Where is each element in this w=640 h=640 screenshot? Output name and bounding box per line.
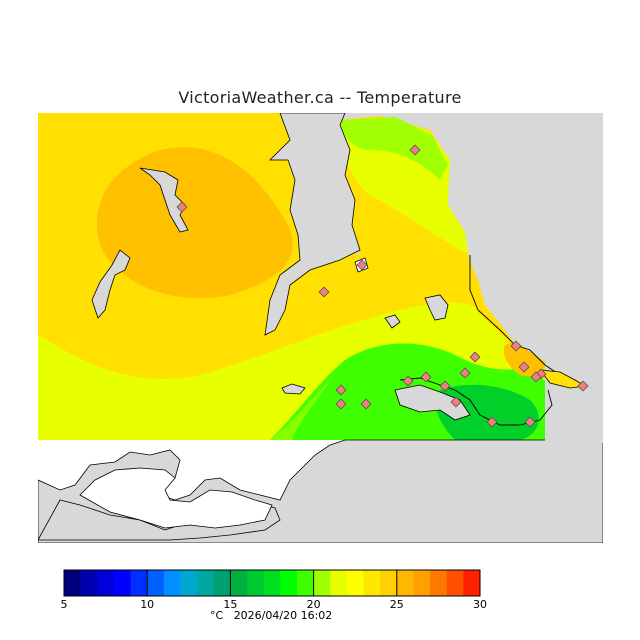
legend-swatch: [130, 570, 148, 596]
station-marker[interactable]: [518, 361, 530, 373]
legend-swatch: [430, 570, 448, 596]
coastline-south: [399, 377, 553, 426]
legend-tick-label: 15: [223, 598, 237, 611]
legend-swatch: [180, 570, 198, 596]
land-south-fill: [79, 467, 273, 529]
legend-swatch: [280, 570, 298, 596]
legend-swatch: [97, 570, 115, 596]
station-marker[interactable]: [318, 286, 330, 298]
islet-2: [384, 314, 401, 329]
harbour-islands: [394, 384, 471, 421]
legend-swatch: [363, 570, 381, 596]
legend-tick-label: 30: [473, 598, 487, 611]
map-title: VictoriaWeather.ca -- Temperature: [178, 88, 462, 107]
unit-label: °C: [210, 609, 224, 622]
weather-stations: [176, 144, 589, 428]
legend-ticks: 5 10 15 20 25 30: [61, 570, 487, 611]
station-marker[interactable]: [450, 396, 462, 408]
legend-swatch: [446, 570, 464, 596]
station-marker[interactable]: [402, 375, 414, 387]
legend-caption: °C 2026/04/20 16:02: [210, 609, 332, 622]
station-marker[interactable]: [409, 144, 421, 156]
station-marker[interactable]: [577, 380, 589, 392]
timestamp-label: 2026/04/20 16:02: [233, 609, 333, 622]
lake-west: [91, 249, 131, 319]
legend-swatch: [263, 570, 281, 596]
legend-tick-label: 20: [307, 598, 321, 611]
lake-island: [139, 167, 189, 233]
station-marker[interactable]: [486, 416, 498, 428]
legend-swatch: [247, 570, 265, 596]
station-marker[interactable]: [176, 201, 188, 213]
station-marker[interactable]: [439, 380, 451, 392]
islet-1: [424, 294, 449, 321]
legend-swatch: [380, 570, 398, 596]
station-marker[interactable]: [335, 384, 347, 396]
temp-zone-east-shore: [470, 262, 515, 345]
legend-swatch: [230, 570, 248, 596]
station-marker[interactable]: [420, 371, 432, 383]
station-marker[interactable]: [469, 351, 481, 363]
legend-swatch: [396, 570, 414, 596]
legend-tick-label: 10: [140, 598, 154, 611]
station-marker[interactable]: [510, 340, 522, 352]
legend-swatch: [113, 570, 132, 596]
temp-zone-orange: [96, 147, 293, 299]
station-marker[interactable]: [360, 398, 372, 410]
legend-swatch: [413, 570, 431, 596]
islet-3: [281, 383, 306, 395]
legend-swatch: [346, 570, 365, 596]
inlet-water: [264, 113, 361, 336]
legend-tick-label: 5: [61, 598, 68, 611]
legend-swatch: [80, 570, 98, 596]
legend-swatch: [163, 570, 181, 596]
station-marker[interactable]: [530, 371, 542, 383]
legend-swatch: [330, 570, 348, 596]
temp-zone-north-green: [340, 117, 448, 180]
station-marker[interactable]: [335, 398, 347, 410]
land-east-edge: [432, 113, 603, 390]
legend-swatch: [313, 570, 331, 596]
legend-color-bar: [64, 570, 481, 596]
legend-swatch: [213, 570, 231, 596]
station-marker[interactable]: [524, 416, 536, 428]
legend-tick-label: 25: [390, 598, 404, 611]
station-marker[interactable]: [459, 367, 471, 379]
temp-zone-darkgreen: [435, 384, 539, 440]
legend-swatch: [147, 570, 165, 596]
station-marker[interactable]: [356, 259, 368, 271]
legend-swatch: [197, 570, 215, 596]
legend-swatch: [296, 570, 315, 596]
legend-swatch: [64, 570, 82, 596]
legend-swatch: [463, 570, 481, 596]
